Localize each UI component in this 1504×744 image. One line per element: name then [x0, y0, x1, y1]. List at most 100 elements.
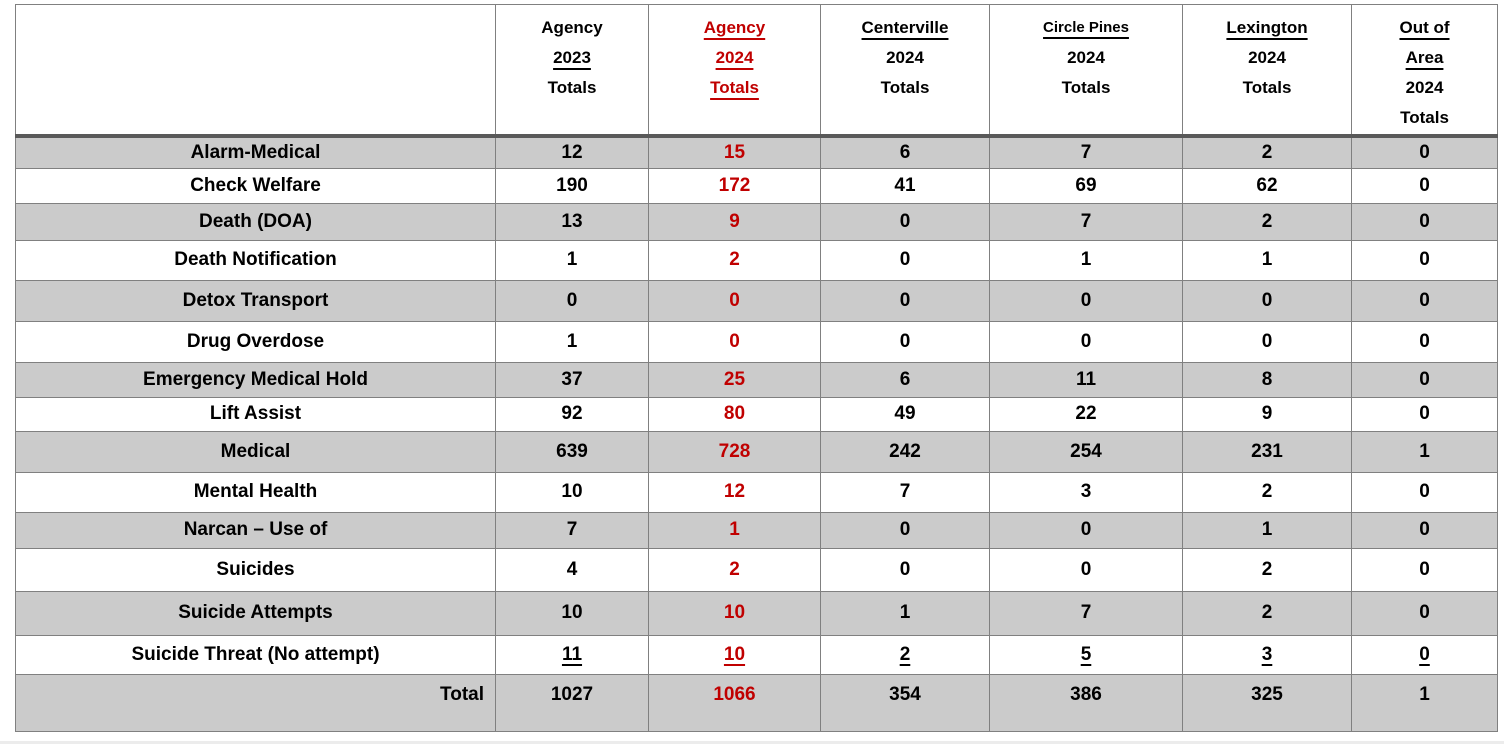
header-line: Area [1405, 48, 1444, 67]
value-cell-agency-2023-totals: 92 [495, 396, 649, 432]
total-row: Total 1027 1066 354 386 325 1 [15, 673, 1498, 732]
value-cell-lexington-2024-totals: 325 [1182, 673, 1352, 732]
header-line: 2024 [1248, 48, 1286, 67]
table-header: Agency 2023 Totals Agency 2024 Totals Centervi… [15, 4, 1498, 138]
total-row-label: Total [15, 673, 496, 732]
value-cell-agency-2023-totals: 13 [495, 202, 649, 241]
value-cell-agency-2024-totals: 1066 [648, 673, 821, 732]
value-cell-out-of-area-2024-totals: 0 [1351, 361, 1498, 398]
header-line: Totals [1061, 78, 1111, 97]
value-cell-agency-2024-totals: 10 [648, 590, 821, 636]
value-cell-circle-pines-2024-totals: 7 [989, 135, 1183, 169]
header-line: Totals [880, 78, 930, 97]
header-cell-empty [15, 4, 496, 138]
value-cell-agency-2023-totals: 1 [495, 239, 649, 281]
ems-call-statistics-table: Agency 2023 Totals Agency 2024 Totals Centervi… [15, 4, 1498, 732]
value-cell-circle-pines-2024-totals: 11 [989, 361, 1183, 398]
value-cell-out-of-area-2024-totals: 0 [1351, 202, 1498, 241]
value-cell-lexington-2024-totals: 62 [1182, 167, 1352, 204]
row-label: Emergency Medical Hold [15, 361, 496, 398]
header-line: Out of [1399, 18, 1450, 37]
table-row: Narcan – Use of 7 1 0 0 1 0 [15, 511, 1498, 549]
header-line: Agency [541, 18, 603, 37]
value-cell-centerville-2024-totals: 0 [820, 511, 990, 549]
header-cell-agency-2024-totals: Agency 2024 Totals [648, 4, 821, 138]
value-cell-lexington-2024-totals: 231 [1182, 430, 1352, 473]
row-label: Medical [15, 430, 496, 473]
row-label: Detox Transport [15, 279, 496, 322]
value-cell-out-of-area-2024-totals: 1 [1351, 430, 1498, 473]
header-cell-circle-pines-2024-totals: Circle Pines 2024 Totals [989, 4, 1183, 138]
bottom-page-strip [0, 739, 1504, 744]
header-line: Totals [1400, 108, 1449, 127]
table-row: Medical 639 728 242 254 231 1 [15, 430, 1498, 473]
value-cell-circle-pines-2024-totals: 0 [989, 547, 1183, 592]
table-row: Alarm-Medical 12 15 6 7 2 0 [15, 135, 1498, 169]
value-cell-agency-2023-totals: 10 [495, 590, 649, 636]
header-cell-centerville-2024-totals: Centerville 2024 Totals [820, 4, 990, 138]
value-cell-agency-2023-totals: 4 [495, 547, 649, 592]
header-line: Circle Pines [1043, 19, 1129, 36]
value-cell-agency-2023-totals: 1027 [495, 673, 649, 732]
value-cell-lexington-2024-totals: 2 [1182, 471, 1352, 513]
value-cell-agency-2024-totals: 15 [648, 135, 821, 169]
value-cell-circle-pines-2024-totals: 3 [989, 471, 1183, 513]
row-label: Suicide Attempts [15, 590, 496, 636]
header-cell-lexington-2024-totals: Lexington 2024 Totals [1182, 4, 1352, 138]
value-cell-lexington-2024-totals: 8 [1182, 361, 1352, 398]
row-label: Death Notification [15, 239, 496, 281]
value-cell-lexington-2024-totals: 2 [1182, 547, 1352, 592]
header-line: Agency [703, 18, 766, 37]
value-cell-lexington-2024-totals: 0 [1182, 320, 1352, 363]
value-cell-out-of-area-2024-totals: 0 [1351, 634, 1498, 675]
value-cell-out-of-area-2024-totals: 0 [1351, 167, 1498, 204]
value-cell-agency-2024-totals: 25 [648, 361, 821, 398]
row-label: Narcan – Use of [15, 511, 496, 549]
header-cell-out-of-area-2024-totals: Out of Area 2024 Totals [1351, 4, 1498, 138]
value-cell-agency-2024-totals: 1 [648, 511, 821, 549]
row-label: Alarm-Medical [15, 135, 496, 169]
value-cell-agency-2023-totals: 7 [495, 511, 649, 549]
value-cell-out-of-area-2024-totals: 0 [1351, 471, 1498, 513]
table-row: Suicide Attempts 10 10 1 7 2 0 [15, 590, 1498, 636]
value-cell-centerville-2024-totals: 354 [820, 673, 990, 732]
value-cell-circle-pines-2024-totals: 69 [989, 167, 1183, 204]
value-cell-agency-2024-totals: 0 [648, 320, 821, 363]
value-cell-centerville-2024-totals: 2 [820, 634, 990, 675]
value-cell-circle-pines-2024-totals: 0 [989, 320, 1183, 363]
value-cell-lexington-2024-totals: 9 [1182, 396, 1352, 432]
value-cell-circle-pines-2024-totals: 1 [989, 239, 1183, 281]
value-cell-out-of-area-2024-totals: 0 [1351, 239, 1498, 281]
table-body: Alarm-Medical 12 15 6 7 2 0 Check Welfare 190 172… [15, 135, 1498, 732]
value-cell-circle-pines-2024-totals: 254 [989, 430, 1183, 473]
row-label: Drug Overdose [15, 320, 496, 363]
header-row: Agency 2023 Totals Agency 2024 Totals Centervi… [15, 4, 1498, 138]
value-cell-agency-2024-totals: 10 [648, 634, 821, 675]
value-cell-agency-2024-totals: 80 [648, 396, 821, 432]
value-cell-lexington-2024-totals: 0 [1182, 279, 1352, 322]
table-row: Check Welfare 190 172 41 69 62 0 [15, 167, 1498, 204]
value-cell-lexington-2024-totals: 2 [1182, 590, 1352, 636]
value-cell-agency-2023-totals: 1 [495, 320, 649, 363]
value-cell-agency-2023-totals: 0 [495, 279, 649, 322]
header-line: Totals [547, 78, 597, 97]
row-label: Mental Health [15, 471, 496, 513]
header-line: 2024 [1067, 48, 1105, 67]
value-cell-centerville-2024-totals: 7 [820, 471, 990, 513]
value-cell-centerville-2024-totals: 41 [820, 167, 990, 204]
value-cell-out-of-area-2024-totals: 0 [1351, 396, 1498, 432]
value-cell-agency-2024-totals: 2 [648, 547, 821, 592]
table-row: Death (DOA) 13 9 0 7 2 0 [15, 202, 1498, 241]
value-cell-out-of-area-2024-totals: 0 [1351, 547, 1498, 592]
value-cell-centerville-2024-totals: 6 [820, 135, 990, 169]
value-cell-lexington-2024-totals: 2 [1182, 202, 1352, 241]
header-cell-agency-2023-totals: Agency 2023 Totals [495, 4, 649, 138]
header-line: Totals [1242, 78, 1292, 97]
value-cell-agency-2024-totals: 0 [648, 279, 821, 322]
value-cell-agency-2024-totals: 728 [648, 430, 821, 473]
header-line: Lexington [1226, 18, 1308, 37]
value-cell-out-of-area-2024-totals: 0 [1351, 135, 1498, 169]
row-label: Suicides [15, 547, 496, 592]
table-row: Suicide Threat (No attempt) 11 10 2 5 3 0 [15, 634, 1498, 675]
